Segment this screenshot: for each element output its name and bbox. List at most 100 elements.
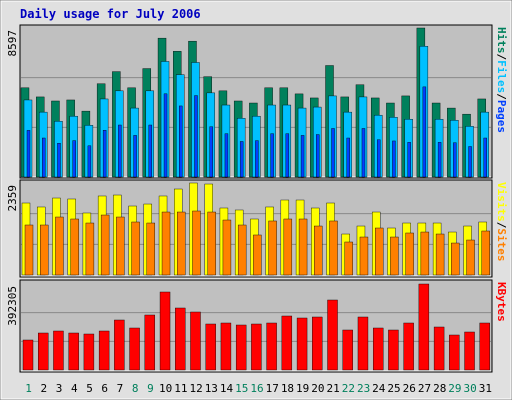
bar: [312, 316, 323, 371]
legend-entry: Files: [495, 60, 508, 93]
x-tick-label: 15: [235, 382, 248, 395]
bar: [161, 211, 171, 276]
bar: [83, 333, 95, 371]
x-tick-label: 7: [117, 382, 124, 395]
bar: [327, 299, 338, 371]
x-tick-label: 16: [250, 382, 263, 395]
bar: [209, 126, 213, 178]
bar: [235, 324, 247, 371]
bar: [298, 218, 308, 276]
legend: KBytes: [495, 282, 508, 322]
bar: [129, 327, 140, 371]
bar: [251, 323, 262, 371]
bar: [146, 222, 156, 276]
bar: [207, 211, 216, 276]
bar: [285, 133, 290, 178]
bar: [26, 130, 31, 178]
legend-entry: Sites: [495, 228, 508, 261]
x-tick-label: 17: [266, 382, 279, 395]
bar: [190, 311, 201, 371]
bar: [329, 220, 338, 276]
bar: [344, 241, 353, 276]
bar: [420, 231, 430, 276]
bar: [239, 141, 244, 178]
bar: [255, 140, 259, 178]
bar: [407, 142, 411, 178]
bar: [359, 236, 369, 276]
y-tick-label: 8597: [6, 30, 19, 57]
bar: [224, 133, 229, 178]
bar: [374, 227, 384, 276]
x-tick-label: 8: [132, 382, 139, 395]
bar: [220, 322, 232, 371]
bar: [148, 124, 153, 178]
x-tick-label: 31: [479, 382, 492, 395]
bar: [372, 327, 384, 371]
legend-separator: /: [495, 222, 508, 229]
legend: Visits/Sites: [495, 182, 508, 262]
x-tick-label: 2: [41, 382, 48, 395]
bar: [283, 218, 293, 276]
bar: [22, 339, 34, 371]
x-tick-label: 23: [357, 382, 370, 395]
legend-entry: KBytes: [495, 282, 508, 322]
bar: [468, 146, 472, 178]
bar: [118, 124, 122, 178]
bar: [222, 219, 232, 276]
bar: [453, 142, 457, 178]
bar: [57, 143, 61, 178]
x-tick-label: 28: [433, 382, 446, 395]
x-tick-label: 5: [86, 382, 93, 395]
bar: [405, 232, 414, 276]
bar: [342, 329, 353, 371]
bar: [237, 224, 247, 276]
bar: [68, 332, 79, 371]
bar: [192, 210, 201, 276]
bar: [451, 242, 460, 276]
bar: [388, 329, 399, 371]
bar: [253, 234, 262, 276]
bar: [42, 137, 46, 178]
bar: [85, 222, 95, 276]
bar: [357, 316, 369, 371]
x-tick-label: 4: [71, 382, 78, 395]
x-tick-label: 29: [448, 382, 461, 395]
bar: [481, 230, 490, 276]
bar: [331, 128, 335, 178]
legend-separator: /: [495, 93, 508, 100]
bar: [422, 86, 427, 178]
legend: Hits/Files/Pages: [495, 27, 508, 133]
bar: [70, 218, 79, 276]
bar: [266, 322, 277, 371]
bar: [437, 142, 442, 178]
bar: [53, 330, 64, 371]
x-tick-label: 11: [174, 382, 187, 395]
bar: [270, 133, 274, 178]
bar: [159, 291, 171, 371]
x-tick-label: 22: [342, 382, 355, 395]
bar: [435, 233, 445, 276]
bar: [102, 130, 107, 178]
x-tick-label: 24: [372, 382, 386, 395]
legend-entry: Visits: [495, 182, 508, 222]
bar: [390, 236, 399, 276]
x-tick-label: 20: [311, 382, 324, 395]
bar: [296, 317, 308, 371]
legend-entry: Hits: [495, 27, 508, 54]
bar: [116, 216, 125, 276]
x-tick-label: 3: [56, 382, 63, 395]
bar: [346, 137, 350, 178]
bar: [87, 145, 92, 178]
bar: [314, 225, 323, 276]
bar: [300, 135, 305, 178]
bar: [268, 220, 277, 276]
bar: [376, 139, 381, 178]
x-tick-label: 18: [281, 382, 294, 395]
bar: [483, 137, 487, 178]
bar: [72, 140, 76, 178]
bar: [133, 135, 137, 178]
legend-separator: /: [495, 54, 508, 61]
x-tick-label: 9: [147, 382, 154, 395]
